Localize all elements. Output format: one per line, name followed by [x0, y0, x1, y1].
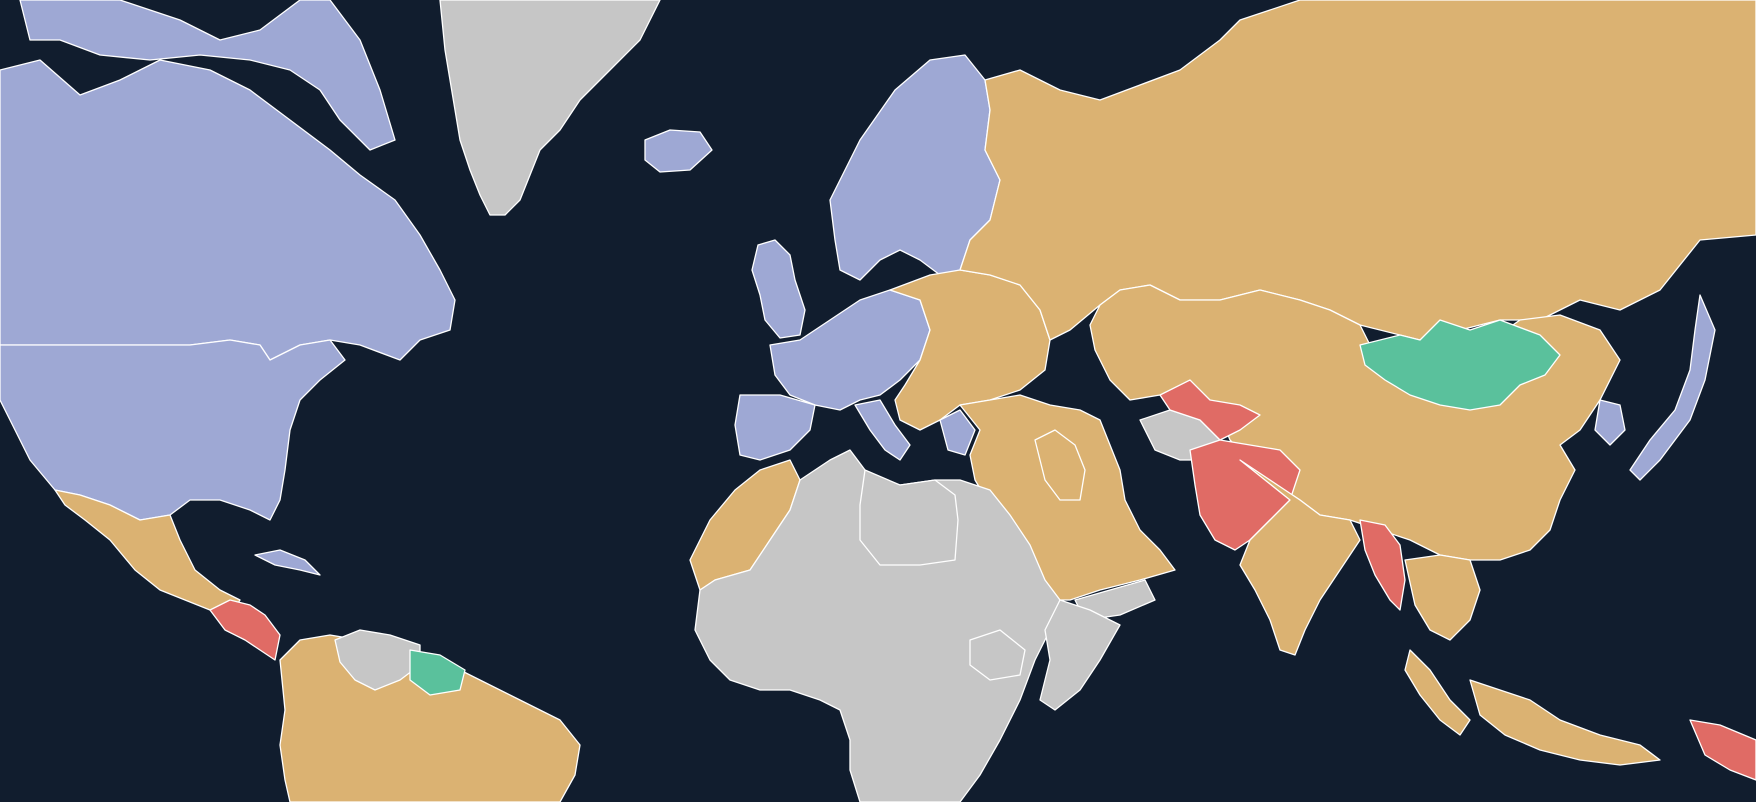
- region-western-europe[interactable]: [769, 289, 931, 411]
- region-myanmar[interactable]: [1359, 519, 1406, 611]
- region-caribbean[interactable]: [254, 549, 321, 576]
- region-papua[interactable]: [1689, 719, 1756, 781]
- region-uzbekistan[interactable]: [1159, 379, 1261, 441]
- region-malay-peninsula[interactable]: [1404, 649, 1471, 736]
- region-mongolia[interactable]: [1359, 319, 1561, 411]
- region-iraq[interactable]: [1034, 429, 1086, 501]
- region-arctic-islands[interactable]: [19, 0, 396, 151]
- region-iceland[interactable]: [644, 129, 713, 173]
- region-greenland[interactable]: [439, 0, 661, 216]
- region-south-asia[interactable]: [1239, 459, 1361, 656]
- region-central-america[interactable]: [209, 599, 281, 661]
- region-iberia[interactable]: [734, 394, 816, 461]
- region-south-sudan[interactable]: [969, 629, 1026, 681]
- region-north-africa-grey[interactable]: [859, 469, 959, 566]
- region-greece-balkans[interactable]: [939, 409, 976, 456]
- region-japan[interactable]: [1629, 294, 1716, 481]
- region-italy[interactable]: [854, 399, 911, 461]
- region-british-isles[interactable]: [751, 239, 806, 339]
- region-southeast-asia[interactable]: [1404, 554, 1481, 641]
- region-horn-of-africa[interactable]: [1039, 599, 1121, 711]
- region-indonesia[interactable]: [1469, 679, 1661, 766]
- region-guianas[interactable]: [409, 649, 466, 696]
- region-korea[interactable]: [1594, 399, 1626, 446]
